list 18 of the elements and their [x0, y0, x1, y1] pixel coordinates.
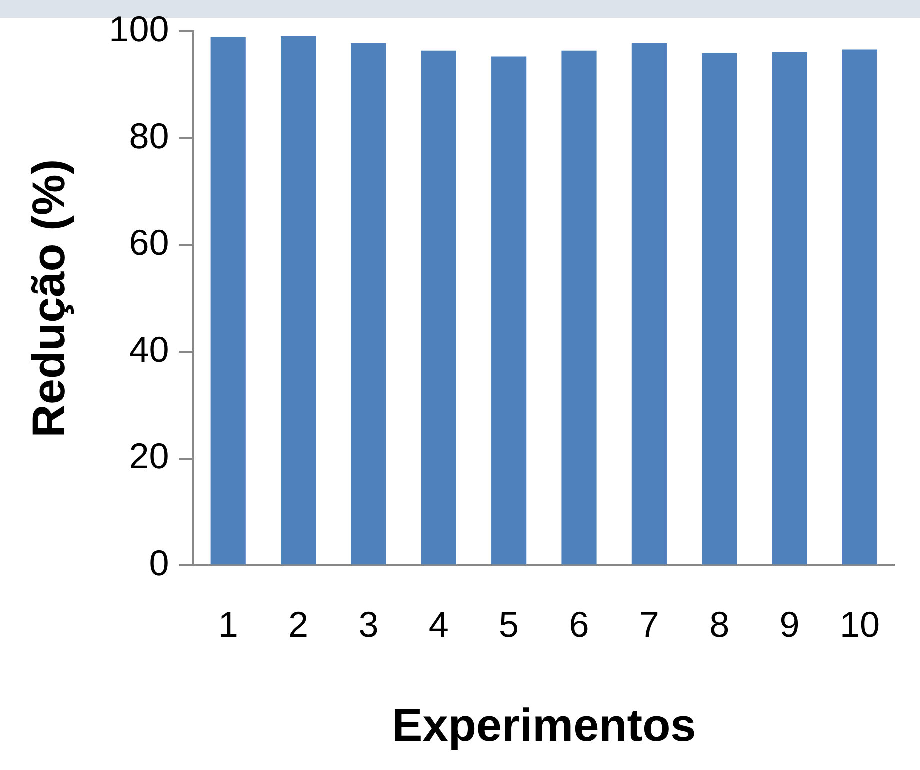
y-tick-label: 40: [129, 328, 170, 370]
x-tick-label: 6: [569, 604, 590, 646]
y-tick-label: 60: [129, 222, 170, 264]
y-tick-label: 100: [109, 8, 170, 50]
x-tick-label: 5: [499, 604, 520, 646]
x-tick-label: 4: [428, 604, 449, 646]
y-axis-title: Redução (%): [22, 159, 74, 438]
y-tick-label: 0: [149, 542, 170, 584]
x-tick-label: 1: [218, 604, 238, 646]
x-tick-label: 2: [288, 604, 309, 646]
x-tick-label: 10: [840, 604, 880, 646]
y-tick-label: 80: [129, 115, 170, 156]
x-axis-title: Experimentos: [392, 699, 696, 752]
x-tick-label: 8: [710, 604, 730, 646]
x-tick-label: 3: [358, 604, 379, 646]
y-tick-label: 20: [129, 436, 170, 477]
x-tick-label: 7: [639, 604, 660, 646]
x-tick-label: 9: [780, 604, 800, 646]
